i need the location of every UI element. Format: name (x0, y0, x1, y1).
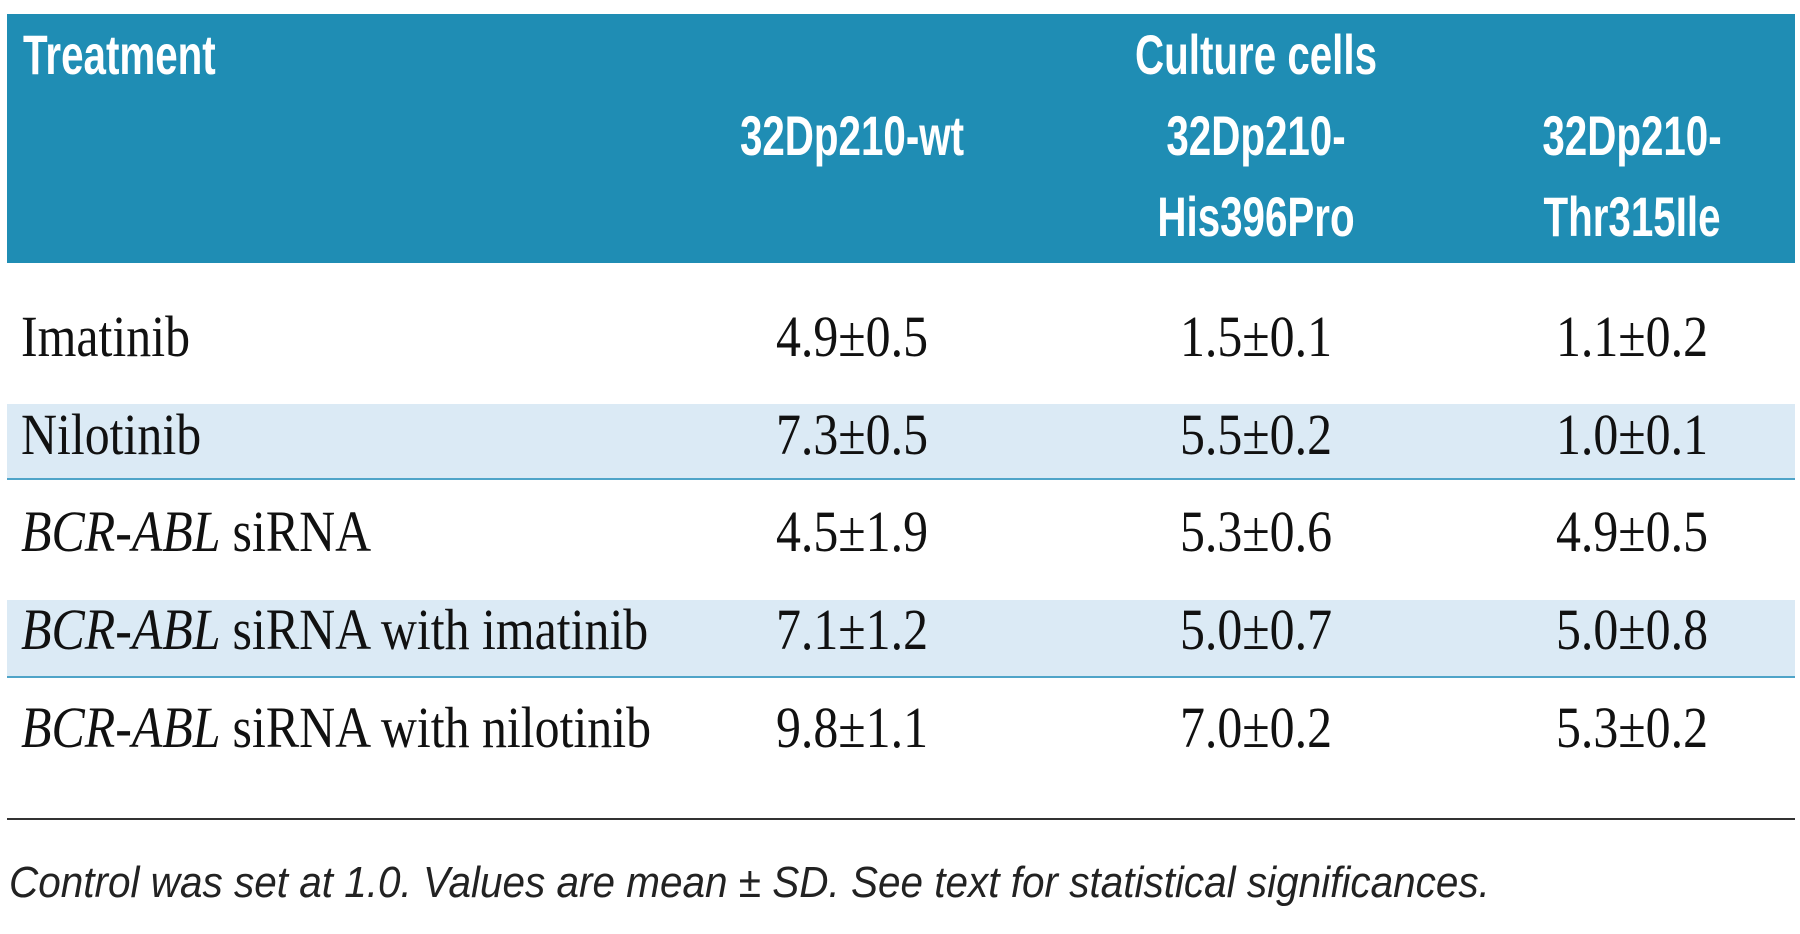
column-header: Thr315Ile (1543, 185, 1721, 248)
treatment-cell: Imatinib (21, 308, 190, 366)
value-cell: 7.0±0.2 (1179, 695, 1333, 760)
value-cell: 4.9±0.5 (1555, 499, 1709, 564)
column-header: His396Pro (1157, 185, 1355, 248)
value-cell: 4.9±0.5 (775, 304, 929, 369)
treatment-name: siRNA with imatinib (232, 597, 649, 662)
treatment-name: Imatinib (21, 304, 191, 369)
row-shade (7, 600, 1795, 677)
treatment-name: Nilotinib (21, 402, 202, 467)
row-shade (7, 404, 1795, 479)
value-cell: 5.0±0.7 (1179, 597, 1333, 662)
column-header: 32Dp210- (1542, 104, 1722, 167)
value-cell: 7.1±1.2 (775, 597, 929, 662)
value-cell: 7.3±0.5 (775, 402, 929, 467)
value-cell: 4.5±1.9 (775, 499, 929, 564)
value-cell: 1.1±0.2 (1555, 304, 1709, 369)
treatment-cell: Nilotinib (21, 406, 201, 464)
value-cell: 1.0±0.1 (1555, 402, 1709, 467)
value-cell: 9.8±1.1 (775, 695, 929, 760)
value-cell: 5.3±0.6 (1179, 499, 1333, 564)
column-header: 32Dp210- (1166, 104, 1346, 167)
gene-name: BCR-ABL (21, 695, 221, 760)
treatment-cell: BCR-ABL siRNA (21, 503, 371, 561)
row-rule (7, 478, 1795, 480)
treatment-name: siRNA (232, 499, 372, 564)
value-cell: 5.0±0.8 (1555, 597, 1709, 662)
footnote: Control was set at 1.0. Values are mean … (9, 858, 1490, 907)
gene-name: BCR-ABL (21, 597, 221, 662)
value-cell: 5.5±0.2 (1179, 402, 1333, 467)
header-band (7, 14, 1795, 263)
value-cell: 5.3±0.2 (1555, 695, 1709, 760)
header-group: Culture cells (1134, 23, 1377, 86)
treatment-cell: BCR-ABL siRNA with nilotinib (21, 699, 651, 757)
footer-rule (7, 818, 1795, 820)
header-treatment: Treatment (23, 23, 216, 86)
value-cell: 1.5±0.1 (1179, 304, 1333, 369)
gene-name: BCR-ABL (21, 499, 221, 564)
treatment-name: siRNA with nilotinib (232, 695, 652, 760)
row-rule (7, 676, 1795, 678)
treatment-cell: BCR-ABL siRNA with imatinib (21, 601, 648, 659)
column-header: 32Dp210-wt (739, 104, 965, 167)
